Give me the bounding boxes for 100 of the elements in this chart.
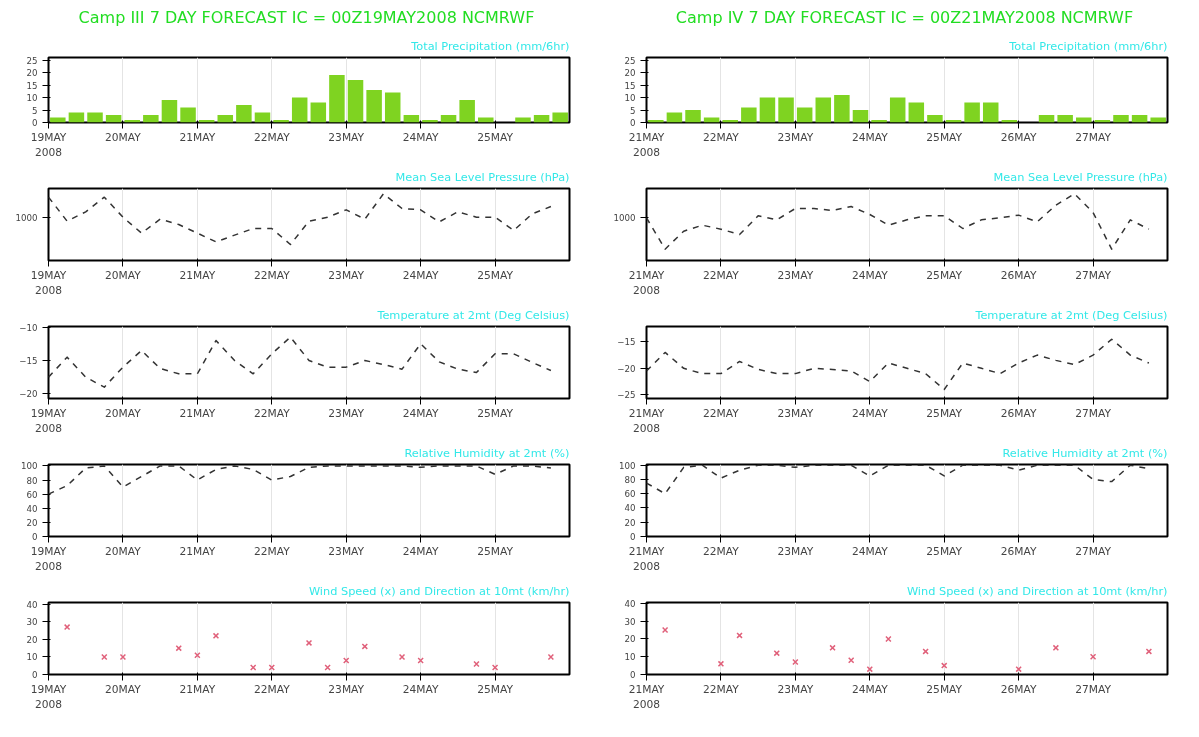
bar <box>105 115 122 123</box>
y-tick-label: 0 <box>629 118 636 128</box>
x-tick-label: 23MAY <box>777 268 814 282</box>
y-tick-label: 15 <box>624 80 636 91</box>
chart-subtitle: Total Precipitation (mm/6hr) <box>1008 38 1168 53</box>
x-tick-label: 24MAY <box>402 130 439 144</box>
y-tick-label: 20 <box>26 68 38 78</box>
line-series <box>646 338 1150 391</box>
y-tick-label: 15 <box>26 80 38 91</box>
bar <box>217 115 234 123</box>
point <box>324 664 331 671</box>
bar <box>347 80 364 123</box>
chart-title: Wind Speed (x) and Direction at 10mt (km/hr) <box>308 583 570 598</box>
x-tick-label: 21MAY 2008 <box>628 682 665 712</box>
bar <box>908 102 925 123</box>
line-series <box>48 336 552 388</box>
point <box>398 653 406 661</box>
x-tick-label: 20MAY <box>105 268 142 282</box>
bar <box>143 115 159 123</box>
y-tick-label: −20 <box>617 363 636 374</box>
x-tick-label: 21MAY 2008 <box>628 544 665 574</box>
y-tick-label: 20 <box>26 634 38 645</box>
y-tick-label: 30 <box>26 617 38 628</box>
point <box>63 623 71 631</box>
y-tick-label: −15 <box>19 356 38 366</box>
x-tick-label: 19MAY 2008 <box>30 268 67 298</box>
x-tick-label: 21MAY 2008 <box>628 130 665 160</box>
bar <box>1131 115 1148 123</box>
bar <box>982 102 999 123</box>
text: 1000 <box>15 212 38 223</box>
x-tick-label: 22MAY <box>703 130 740 144</box>
x-tick-label: 20MAY <box>105 130 142 144</box>
x-tick-label: 24MAY <box>402 544 439 558</box>
bar <box>759 97 776 123</box>
chart-title: Relative Humidity at 2mt (%) <box>404 445 570 460</box>
bar <box>87 112 103 123</box>
x-tick-label: 24MAY <box>402 682 439 696</box>
x-tick-label: 25MAY <box>926 268 963 282</box>
bar <box>927 115 943 123</box>
bar <box>161 100 178 123</box>
y-tick-label: 25 <box>26 55 38 66</box>
x-tick-label: 20MAY <box>105 682 142 696</box>
bar <box>366 90 382 123</box>
x-tick-label: 23MAY <box>328 268 365 282</box>
y-tick-label: 20 <box>624 634 636 645</box>
y-tick-label: 10 <box>26 652 38 663</box>
x-tick-label: 25MAY <box>477 406 514 420</box>
x-tick-label: 23MAY <box>777 130 814 144</box>
y-tick-label: 40 <box>624 503 636 514</box>
bar <box>403 115 420 123</box>
y-tick-label: 5 <box>629 105 636 116</box>
x-tick-label: 21MAY <box>179 130 216 144</box>
bar <box>685 110 701 123</box>
x-tick-label: 20MAY <box>105 544 142 558</box>
x-tick-label: 26MAY <box>1000 406 1037 420</box>
x-tick-label: 24MAY <box>851 682 889 696</box>
x-tick-label: 25MAY <box>477 130 514 144</box>
bar <box>291 97 308 123</box>
chart-title: Relative Humidity at 2mt (%) <box>1002 445 1168 460</box>
x-tick-label: 23MAY <box>328 130 365 144</box>
chart-subtitle: Total Precipitation (mm/6hr) <box>410 38 570 53</box>
x-tick-label: 25MAY <box>926 130 963 144</box>
x-tick-label: 26MAY <box>1000 130 1037 144</box>
chart-title: Temperature at 2mt (Deg Celsius) <box>974 307 1168 322</box>
bar <box>329 75 345 123</box>
y-tick-label: 0 <box>31 532 38 542</box>
x-tick-label: 22MAY <box>253 268 291 282</box>
x-tick-label: 27MAY <box>1075 406 1112 420</box>
chart-title: Mean Sea Level Pressure (hPa) <box>395 169 570 184</box>
x-tick-label: 23MAY <box>777 544 814 558</box>
chart-title: Camp III 7 DAY FORECAST IC = 00Z19MAY2008 NCMRWF <box>78 7 535 27</box>
bar <box>852 110 869 123</box>
chart-title: Mean Sea Level Pressure (hPa) <box>993 169 1168 184</box>
x-tick-label: 22MAY <box>703 544 740 558</box>
x-tick-label: 25MAY <box>926 406 963 420</box>
bar <box>236 105 252 123</box>
x-tick-label: 22MAY <box>703 406 740 420</box>
x-tick-label: 23MAY <box>777 682 814 696</box>
x-tick-label: 21MAY <box>179 544 216 558</box>
x-tick-label: 26MAY <box>1000 544 1037 558</box>
x-tick-label: 22MAY <box>703 682 740 696</box>
bar <box>889 97 906 123</box>
chart-title: Temperature at 2mt (Deg Celsius) <box>376 307 570 322</box>
x-tick-label: 25MAY <box>477 268 514 282</box>
bar <box>964 102 980 123</box>
y-tick-label: 80 <box>26 475 38 486</box>
y-tick-label: 20 <box>26 517 38 528</box>
y-tick-label: 5 <box>31 105 38 116</box>
bar <box>778 97 794 123</box>
bar <box>834 95 850 123</box>
bar <box>815 97 832 123</box>
point <box>922 648 929 655</box>
y-tick-label: 60 <box>624 489 636 500</box>
x-tick-label: 21MAY <box>179 682 216 696</box>
y-tick-label: 100 <box>618 460 636 471</box>
bar <box>459 100 475 123</box>
bar <box>796 107 813 123</box>
y-tick-label: 60 <box>26 489 38 500</box>
x-tick-label: 23MAY <box>328 544 365 558</box>
x-tick-label: 19MAY 2008 <box>30 544 67 574</box>
